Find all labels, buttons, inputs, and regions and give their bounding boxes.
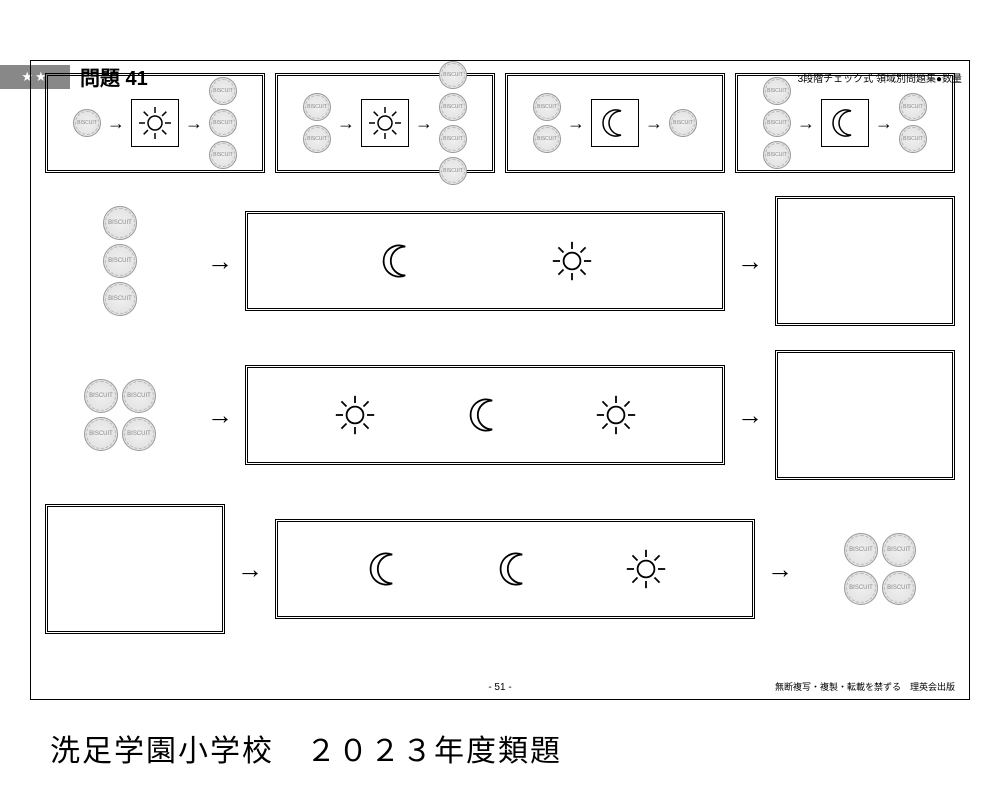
moon-icon (461, 391, 509, 439)
caption: 洗足学園小学校 ２０２３年度類題 (50, 726, 562, 770)
biscuit-icon: BISCUIT (763, 141, 791, 169)
biscuit-icon: BISCUIT (439, 157, 467, 185)
arrow-icon: → (725, 400, 775, 431)
output-slot: BISCUITBISCUITBISCUITBISCUIT (805, 533, 955, 605)
biscuit-icon: BISCUIT (209, 109, 237, 137)
moon-icon (374, 237, 422, 285)
example-box: BISCUIT → → BISCUIT BISCUIT BISCUIT (45, 73, 265, 173)
problem-list: BISCUITBISCUITBISCUIT → → BISCUITBISCUIT… (45, 191, 955, 639)
operator-machine (245, 365, 725, 465)
moon-icon (595, 103, 635, 143)
answer-box[interactable] (775, 350, 955, 480)
biscuit-group: BISCUIT BISCUIT (533, 93, 561, 153)
biscuit-icon: BISCUIT (763, 109, 791, 137)
arrow-icon: → (107, 113, 125, 134)
problem-row: → → BISCUITBISCUITBISCUITBISCUIT (45, 499, 955, 639)
arrow-icon: → (567, 113, 585, 134)
problem-row: BISCUIT BISCUIT BISCUIT → → (45, 191, 955, 331)
example-box: BISCUIT BISCUIT → → BISCUIT (505, 73, 725, 173)
biscuit-icon: BISCUIT (209, 77, 237, 105)
biscuit-icon: BISCUIT (669, 109, 697, 137)
biscuit-icon: BISCUIT (103, 282, 137, 316)
copyright: 無断複写・複製・転載を禁ずる 理英会出版 (775, 680, 955, 693)
sun-icon (592, 391, 640, 439)
arrow-icon: → (415, 113, 433, 134)
biscuit-group: BISCUIT BISCUIT (899, 93, 927, 153)
arrow-icon: → (797, 113, 815, 134)
biscuit-group: BISCUIT BISCUIT (303, 93, 331, 153)
biscuit-icon: BISCUIT (882, 571, 916, 605)
arrow-icon: → (725, 246, 775, 277)
arrow-icon: → (185, 113, 203, 134)
biscuit-group: BISCUIT (669, 109, 697, 137)
biscuit-icon: BISCUIT (103, 244, 137, 278)
biscuit-icon: BISCUIT (533, 125, 561, 153)
biscuit-icon: BISCUIT (122, 379, 156, 413)
moon-icon (825, 103, 865, 143)
arrow-icon: → (645, 113, 663, 134)
operator-box (361, 99, 409, 147)
biscuit-icon: BISCUIT (899, 125, 927, 153)
operator-machine (245, 211, 725, 311)
biscuit-group: BISCUIT BISCUIT BISCUIT (763, 77, 791, 169)
biscuit-icon: BISCUIT (84, 379, 118, 413)
biscuit-icon: BISCUIT (103, 206, 137, 240)
biscuit-icon: BISCUIT (439, 61, 467, 89)
biscuit-group: BISCUIT BISCUIT BISCUIT (209, 77, 237, 169)
biscuit-group: BISCUITBISCUITBISCUITBISCUIT (844, 533, 916, 605)
biscuit-group: BISCUIT BISCUIT BISCUIT BISCUIT (439, 61, 467, 185)
biscuit-icon: BISCUIT (209, 141, 237, 169)
problem-row: BISCUITBISCUITBISCUITBISCUIT → → (45, 345, 955, 485)
biscuit-icon: BISCUIT (73, 109, 101, 137)
moon-icon (361, 545, 409, 593)
biscuit-group: BISCUIT BISCUIT BISCUIT (103, 206, 137, 316)
sun-icon (622, 545, 670, 593)
biscuit-icon: BISCUIT (122, 417, 156, 451)
operator-box (821, 99, 869, 147)
biscuit-icon: BISCUIT (439, 125, 467, 153)
operator-machine (275, 519, 755, 619)
arrow-icon: → (875, 113, 893, 134)
operator-box (131, 99, 179, 147)
biscuit-icon: BISCUIT (439, 93, 467, 121)
biscuit-icon: BISCUIT (899, 93, 927, 121)
arrow-icon: → (195, 246, 245, 277)
biscuit-icon: BISCUIT (303, 125, 331, 153)
arrow-icon: → (337, 113, 355, 134)
biscuit-icon: BISCUIT (844, 533, 878, 567)
biscuit-icon: BISCUIT (533, 93, 561, 121)
biscuit-icon: BISCUIT (882, 533, 916, 567)
operator-box (591, 99, 639, 147)
biscuit-group: BISCUITBISCUITBISCUITBISCUIT (84, 379, 156, 451)
worksheet-page: BISCUIT → → BISCUITBISCUITBISCUIT BISCUI… (30, 60, 970, 700)
biscuit-icon: BISCUIT (84, 417, 118, 451)
page-number: - 51 - (488, 682, 511, 693)
biscuit-icon: BISCUIT (763, 77, 791, 105)
biscuit-group: BISCUIT (73, 109, 101, 137)
arrow-icon: → (755, 554, 805, 585)
answer-box[interactable] (45, 504, 225, 634)
sun-icon (331, 391, 379, 439)
answer-box[interactable] (775, 196, 955, 326)
moon-icon (491, 545, 539, 593)
arrow-icon: → (225, 554, 275, 585)
example-box: BISCUITBISCUIT → → BISCUITBISCUITBISCUIT… (275, 73, 495, 173)
arrow-icon: → (195, 400, 245, 431)
example-box: BISCUIT BISCUIT BISCUIT → → BISCUIT BISCUIT (735, 73, 955, 173)
sun-icon (135, 103, 175, 143)
biscuit-icon: BISCUIT (844, 571, 878, 605)
example-row: BISCUIT → → BISCUITBISCUITBISCUIT BISCUI… (45, 73, 955, 173)
biscuit-icon: BISCUIT (303, 93, 331, 121)
sun-icon (548, 237, 596, 285)
input-slot: BISCUIT BISCUIT BISCUIT (45, 206, 195, 316)
input-slot: BISCUITBISCUITBISCUITBISCUIT (45, 379, 195, 451)
sun-icon (365, 103, 405, 143)
